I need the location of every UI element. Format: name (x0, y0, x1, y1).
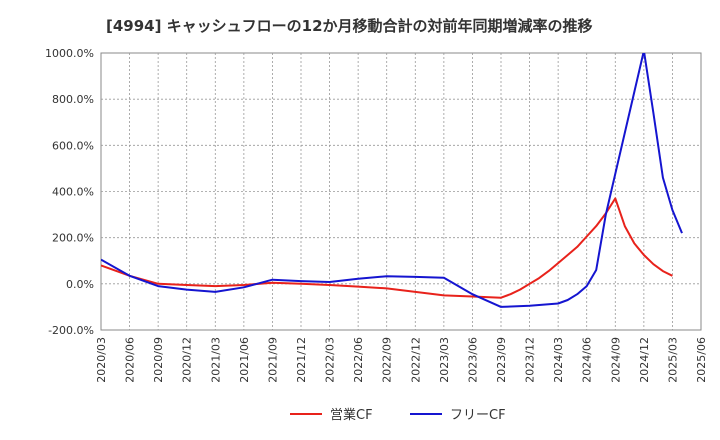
x-tick-label: 2020/12 (181, 337, 194, 383)
x-tick-label: 2020/06 (124, 337, 137, 383)
x-tick-label: 2021/06 (238, 337, 251, 383)
x-tick-label: 2022/12 (409, 337, 422, 383)
x-tick-label: 2024/06 (581, 337, 594, 383)
y-tick-label: 400.0% (52, 186, 94, 199)
legend: 営業CF フリーCF (290, 407, 506, 423)
x-tick-label: 2020/09 (152, 337, 165, 383)
x-tick-label: 2021/03 (209, 337, 222, 383)
y-tick-label: 0.0% (66, 278, 94, 291)
y-tick-label: -200.0% (48, 324, 94, 337)
x-tick-label: 2022/06 (352, 337, 365, 383)
x-tick-label: 2024/12 (638, 337, 651, 383)
x-tick-label: 2022/03 (324, 337, 337, 383)
x-tick-label: 2022/09 (381, 337, 394, 383)
y-tick-label: 600.0% (52, 139, 94, 152)
x-tick-label: 2023/12 (524, 337, 537, 383)
legend-label: 営業CF (330, 407, 373, 423)
chart-title: [4994] キャッシュフローの12か月移動合計の対前年同期増減率の推移 (106, 17, 593, 35)
legend-label: フリーCF (450, 408, 506, 423)
x-tick-label: 2021/12 (295, 337, 308, 383)
x-tick-label: 2025/03 (666, 337, 679, 383)
y-tick-label: 800.0% (52, 93, 94, 106)
series-line-free-cf (101, 53, 683, 308)
x-tick-label: 2020/03 (95, 337, 108, 383)
x-tick-label: 2023/09 (495, 337, 508, 383)
y-axis-tick-labels: -200.0% 0.0% 200.0% 400.0% 600.0% 800.0% 1000.… (45, 47, 94, 337)
y-tick-label: 1000.0% (45, 47, 94, 60)
x-tick-label: 2021/09 (266, 337, 279, 383)
series-layer (101, 53, 683, 308)
x-tick-label: 2025/06 (695, 337, 708, 383)
y-tick-label: 200.0% (52, 232, 94, 245)
x-tick-label: 2023/03 (438, 337, 451, 383)
x-tick-label: 2024/03 (552, 337, 565, 383)
x-axis-tick-labels: 2020/03 2020/06 2020/09 2020/12 2021/03 2021/… (95, 337, 708, 383)
x-tick-label: 2023/06 (466, 337, 479, 383)
x-tick-label: 2024/09 (609, 337, 622, 383)
